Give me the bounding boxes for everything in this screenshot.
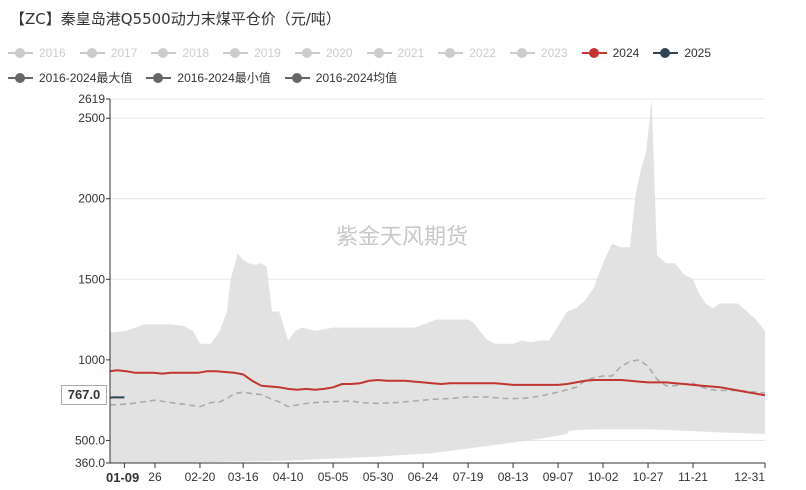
legend-marker-icon: [581, 46, 607, 60]
x-tick-label: 09-07: [543, 470, 574, 484]
legend-label: 2020: [325, 45, 353, 60]
legend-label: 2016-2024最小值: [177, 71, 271, 85]
y-tick-label: 1500: [78, 272, 105, 286]
x-tick-label: 06-24: [408, 470, 439, 484]
legend-marker-icon: [8, 71, 33, 85]
y-tick-label: 2500: [78, 111, 105, 125]
legend-item-2016[interactable]: 2016: [8, 46, 66, 60]
legend-item-2016-2024最小值[interactable]: 2016-2024最小值: [146, 69, 271, 86]
legend-marker-icon: [284, 71, 310, 85]
legend-label: 2016-2024最大值: [39, 71, 133, 85]
watermark: 紫金天风期货: [336, 225, 468, 250]
legend-item-2018[interactable]: 2018: [151, 46, 209, 60]
legend-label: 2017: [110, 45, 138, 60]
x-tick-label: 12-31: [734, 470, 765, 484]
legend-label: 2018: [182, 45, 210, 60]
legend-marker-icon: [223, 46, 249, 60]
series-line-2024: [109, 369, 766, 397]
legend-label: 2021: [397, 45, 425, 60]
legend-item-2016-2024最大值[interactable]: 2016-2024最大值: [8, 69, 132, 86]
legend-label: 2016-2024均值: [315, 71, 398, 85]
legend-row: 2016-2024最大值 2016-2024最小值 2016-2024均值: [8, 65, 798, 90]
legend: 2016 2017 2018 2019 2020 2021 2022 2023 2024 2025…: [8, 40, 798, 90]
legend-item-2020[interactable]: 2020: [294, 45, 353, 60]
legend-marker-icon: [294, 46, 320, 60]
legend-label: 2025: [684, 45, 712, 60]
x-tick-label: 03-16: [228, 470, 259, 484]
legend-marker-icon: [79, 46, 105, 60]
legend-row: 2016 2017 2018 2019 2020 2021 2022 2023 2024 2025: [8, 40, 798, 65]
x-tick-label: 05-30: [363, 470, 394, 484]
y-tick-label: 1000: [78, 353, 105, 367]
x-tick-label: 07-19: [453, 470, 484, 484]
legend-label: 2024: [612, 45, 640, 60]
legend-item-2025[interactable]: 2025: [653, 46, 711, 60]
legend-label: 2019: [254, 45, 281, 60]
legend-marker-icon: [151, 46, 177, 60]
legend-marker-icon: [8, 46, 33, 60]
x-tick-label: 10-27: [633, 470, 664, 484]
chart-title: 【ZC】秦皇岛港Q5500动力末煤平仓价（元/吨）: [10, 10, 341, 28]
current-value-tooltip: 767.0: [61, 385, 107, 405]
legend-label: 2023: [540, 45, 568, 60]
selected-x-label: 01-09: [106, 470, 140, 485]
legend-label: 2016: [39, 45, 66, 60]
y-tick-label: 360.0: [75, 456, 105, 470]
legend-item-2019[interactable]: 2019: [223, 46, 281, 60]
legend-marker-icon: [146, 71, 172, 85]
x-tick-label: 10-02: [588, 470, 619, 484]
x-tick-label: 08-13: [498, 470, 529, 484]
x-tick-label: 11-21: [678, 470, 708, 484]
legend-item-2016-2024均值[interactable]: 2016-2024均值: [284, 69, 398, 86]
legend-item-2024[interactable]: 2024: [581, 45, 640, 60]
legend-item-2023[interactable]: 2023: [509, 45, 568, 60]
y-tick-label: 2619: [78, 92, 105, 106]
legend-marker-icon: [509, 46, 535, 60]
legend-item-2021[interactable]: 2021: [366, 45, 425, 60]
x-tick-label: 26: [148, 470, 162, 484]
y-tick-label: 500.0: [75, 433, 105, 447]
max-min-band: [110, 99, 765, 463]
legend-marker-icon: [438, 46, 464, 60]
y-tick-label: 2000: [78, 192, 105, 206]
legend-item-2017[interactable]: 2017: [79, 45, 138, 60]
x-tick-label: 05-05: [318, 470, 349, 484]
x-tick-label: 04-10: [273, 470, 304, 484]
legend-marker-icon: [653, 46, 679, 60]
legend-item-2022[interactable]: 2022: [438, 46, 496, 60]
x-tick-label: 02-20: [185, 470, 216, 484]
legend-label: 2022: [469, 45, 496, 60]
legend-marker-icon: [366, 46, 392, 60]
